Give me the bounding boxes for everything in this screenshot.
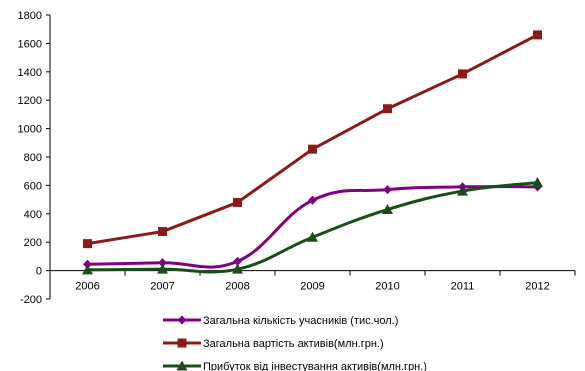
legend-label: Загальна вартість активів(млн.грн.) bbox=[203, 338, 384, 350]
data-point-square bbox=[383, 104, 392, 114]
data-point-diamond bbox=[308, 195, 317, 205]
data-point-square bbox=[308, 144, 317, 154]
legend-label: Загальна кількість учасників (тис.чол.) bbox=[203, 315, 398, 327]
series-3 bbox=[82, 177, 543, 275]
data-point-square bbox=[458, 69, 467, 79]
x-tick-label: 2010 bbox=[375, 281, 399, 293]
x-tick-label: 2006 bbox=[75, 281, 99, 293]
y-tick-label: 400 bbox=[24, 209, 42, 221]
y-tick-label: 1600 bbox=[18, 38, 42, 50]
data-point-diamond bbox=[83, 259, 92, 269]
data-point-square bbox=[533, 30, 542, 40]
chart-legend: Загальна кількість учасників (тис.чол.) З… bbox=[163, 315, 427, 371]
chart-series bbox=[82, 30, 543, 275]
data-point-diamond bbox=[233, 256, 242, 266]
x-tick-label: 2008 bbox=[225, 281, 249, 293]
legend-entry: Загальна вартість активів(млн.грн.) bbox=[163, 338, 384, 350]
y-tick-label: -200 bbox=[20, 294, 42, 306]
data-point-triangle bbox=[157, 263, 168, 274]
data-point-diamond bbox=[383, 185, 392, 195]
y-tick-label: 0 bbox=[36, 266, 42, 278]
data-point-triangle bbox=[232, 263, 243, 274]
x-tick-label: 2007 bbox=[150, 281, 174, 293]
data-point-diamond bbox=[158, 258, 167, 268]
legend-entry: Загальна кількість учасників (тис.чол.) bbox=[163, 315, 398, 327]
legend-entry: Прибуток від інвестування активів(млн.гр… bbox=[163, 360, 427, 371]
data-point-square bbox=[233, 197, 242, 207]
data-point-triangle bbox=[307, 231, 318, 242]
y-tick-label: 1000 bbox=[18, 124, 42, 136]
legend-marker-square bbox=[177, 338, 187, 348]
y-tick-label: 1800 bbox=[18, 10, 42, 22]
legend-marker-diamond bbox=[177, 315, 187, 325]
x-tick-label: 2011 bbox=[451, 281, 475, 293]
legend-label: Прибуток від інвестування активів(млн.гр… bbox=[203, 361, 427, 371]
data-point-triangle bbox=[82, 264, 93, 275]
data-point-triangle bbox=[382, 204, 393, 215]
legend-marker-triangle bbox=[176, 360, 188, 371]
data-point-square bbox=[83, 239, 92, 249]
y-tick-label: 600 bbox=[24, 180, 42, 192]
y-tick-label: 800 bbox=[24, 152, 42, 164]
series-1 bbox=[83, 182, 542, 269]
x-tick-label: 2012 bbox=[525, 281, 549, 293]
series-line bbox=[87, 33, 539, 246]
data-point-triangle bbox=[532, 177, 543, 188]
data-point-square bbox=[158, 227, 167, 237]
y-tick-label: 1400 bbox=[18, 67, 42, 79]
x-tick-label: 2009 bbox=[300, 281, 324, 293]
data-point-triangle bbox=[457, 185, 468, 196]
y-tick-label: 200 bbox=[24, 237, 42, 249]
y-tick-label: 1200 bbox=[18, 95, 42, 107]
series-2 bbox=[83, 30, 542, 249]
chart-axes: -200 0 200 400 600 800 1000 1200 1400 1600 1800 200… bbox=[18, 10, 576, 306]
